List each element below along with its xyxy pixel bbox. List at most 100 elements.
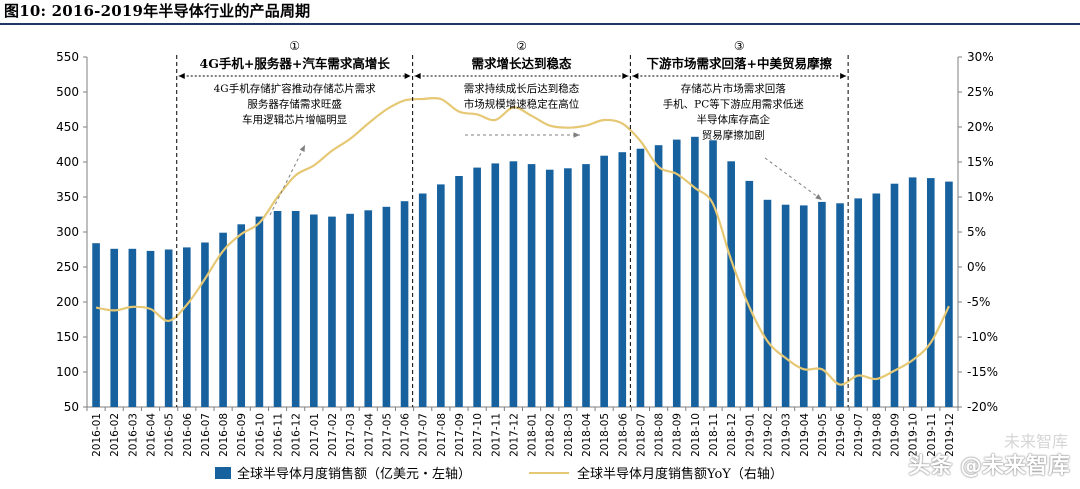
phase-note: 贸易摩擦加剧	[702, 129, 765, 142]
phase-note: 手机、PC等下游应用需求低迷	[663, 98, 805, 111]
bar-2018-05	[600, 155, 608, 407]
trend-arrow-up	[269, 144, 306, 216]
bar-2019-12	[945, 181, 953, 407]
y-left-tick-label: 350	[56, 190, 79, 204]
bar-2016-08	[219, 232, 227, 407]
bar-2018-01	[527, 164, 536, 407]
trend-arrow-flat-head	[573, 132, 580, 138]
bar-2018-11	[709, 140, 717, 408]
x-tick-label: 2019-08	[871, 413, 883, 457]
x-tick-label: 2016-04	[146, 413, 158, 457]
x-tick-label: 2016-06	[182, 413, 194, 457]
phase-note: 存储芯片市场需求回落	[681, 82, 786, 95]
phase-note: 4G手机存储扩容推动存储芯片需求	[214, 82, 377, 95]
bar-2017-12	[509, 161, 518, 407]
x-tick-label: 2019-07	[853, 413, 865, 457]
phase-marker: ③	[734, 39, 745, 53]
phase-note: 车用逻辑芯片增幅明显	[242, 113, 347, 126]
x-tick-label: 2017-09	[454, 413, 466, 457]
x-tick-label: 2018-09	[672, 413, 684, 457]
x-tick-label: 2018-04	[581, 413, 593, 457]
y-left-tick-label: 100	[56, 365, 79, 379]
x-tick-label: 2018-01	[527, 413, 539, 457]
y-right-tick-label: -20%	[967, 400, 998, 414]
bar-2016-10	[255, 216, 264, 407]
x-tick-label: 2016-03	[127, 413, 139, 457]
y-left-tick-label: 250	[56, 260, 79, 274]
bar-2018-04	[582, 164, 590, 407]
phase-marker: ②	[516, 39, 527, 53]
legend: 全球半导体月度销售额（亿美元・左轴） 全球半导体月度销售额YoY（右轴）	[215, 463, 783, 482]
watermark-bottom: 头条 @未来智库	[908, 454, 1070, 479]
bar-2016-12	[291, 211, 300, 407]
y-right-tick-label: 30%	[967, 50, 994, 64]
trend-arrow-down	[764, 157, 823, 201]
x-tick-label: 2017-08	[436, 413, 448, 457]
y-right-tick-label: 15%	[967, 155, 994, 169]
yoy-line	[95, 96, 950, 386]
x-tick-label: 2017-10	[472, 413, 484, 457]
bar-2019-04	[799, 205, 808, 407]
bar-2017-06	[400, 201, 409, 407]
phase-arrow-left	[414, 73, 421, 79]
y-left-tick-label: 200	[56, 295, 79, 309]
x-tick-label: 2016-01	[91, 413, 103, 457]
y-left-tick-label: 50	[64, 400, 79, 414]
phase-note: 需求持续成长后达到稳态	[464, 82, 580, 95]
bar-2016-07	[201, 242, 209, 407]
trend-arrow-up-head	[299, 145, 305, 152]
x-tick-label: 2017-05	[381, 413, 393, 457]
x-tick-label: 2018-02	[545, 413, 557, 457]
x-tick-label: 2017-02	[327, 413, 339, 457]
bar-2017-07	[418, 193, 427, 407]
x-tick-label: 2017-01	[309, 413, 321, 457]
x-tick-label: 2018-06	[617, 413, 629, 457]
x-tick-label: 2018-12	[726, 413, 738, 457]
title-rule	[0, 23, 1080, 25]
phase-arrow-left	[178, 73, 185, 79]
y-right-tick-label: -10%	[967, 330, 998, 344]
phase-note: 服务器存储需求旺盛	[247, 98, 342, 111]
x-tick-label: 2019-09	[889, 413, 901, 457]
x-tick-label: 2019-10	[908, 413, 920, 457]
bar-2017-05	[382, 206, 391, 407]
x-tick-label: 2018-11	[708, 413, 720, 457]
y-left-tick-label: 550	[56, 50, 79, 64]
bar-2016-06	[182, 247, 191, 407]
bar-2019-10	[908, 177, 917, 407]
bar-2019-11	[926, 178, 935, 407]
bar-2018-06	[618, 152, 627, 407]
y-right-tick-label: 25%	[967, 85, 994, 99]
y-left-tick-label: 150	[56, 330, 79, 344]
watermark-top: 未来智库	[1003, 432, 1068, 451]
bar-2016-01	[92, 243, 100, 407]
x-tick-label: 2017-07	[418, 413, 430, 457]
bar-2019-03	[781, 204, 790, 407]
bar-2018-09	[672, 139, 681, 407]
bar-2018-07	[636, 148, 645, 407]
bar-2017-08	[437, 184, 445, 407]
x-tick-label: 2018-03	[563, 413, 575, 457]
x-tick-label: 2018-10	[690, 413, 702, 457]
phase-note: 市场规模增速稳定在高位	[464, 98, 580, 111]
bar-2017-02	[328, 216, 336, 407]
bar-2016-03	[128, 248, 137, 407]
y-left-tick-label: 450	[56, 120, 79, 134]
phase-note: 半导体库存高企	[697, 113, 771, 126]
y-left-tick-label: 300	[56, 225, 79, 239]
x-tick-label: 2019-06	[835, 413, 847, 457]
x-tick-label: 2018-08	[654, 413, 666, 457]
bar-2018-08	[654, 145, 663, 407]
x-tick-label: 2018-05	[599, 413, 611, 457]
bar-2019-02	[763, 199, 772, 407]
x-tick-label: 2016-11	[273, 413, 285, 457]
bar-2017-11	[491, 163, 500, 407]
bar-2017-09	[455, 176, 463, 407]
bar-2017-10	[473, 167, 481, 407]
bar-2016-09	[237, 224, 246, 407]
x-tick-label: 2018-07	[635, 413, 647, 457]
figure-title: 图10: 2016-2019年半导体行业的产品周期	[4, 2, 311, 20]
x-tick-label: 2017-11	[490, 413, 502, 457]
bar-2019-09	[890, 183, 899, 407]
